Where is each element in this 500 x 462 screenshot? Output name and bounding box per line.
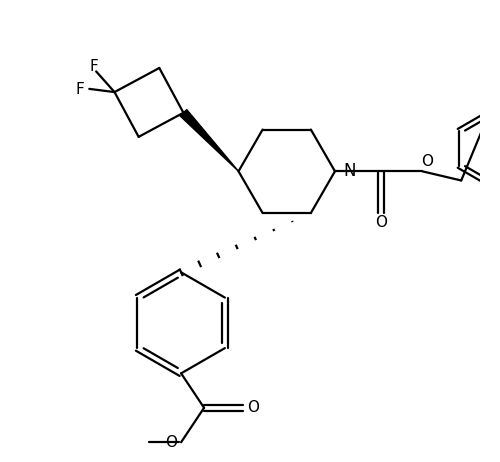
Text: O: O [165,435,177,450]
Text: F: F [76,82,84,97]
Text: O: O [247,400,259,415]
Text: O: O [421,154,433,169]
Text: F: F [90,59,98,74]
Text: N: N [343,162,355,180]
Text: O: O [375,215,387,230]
Polygon shape [180,109,238,171]
